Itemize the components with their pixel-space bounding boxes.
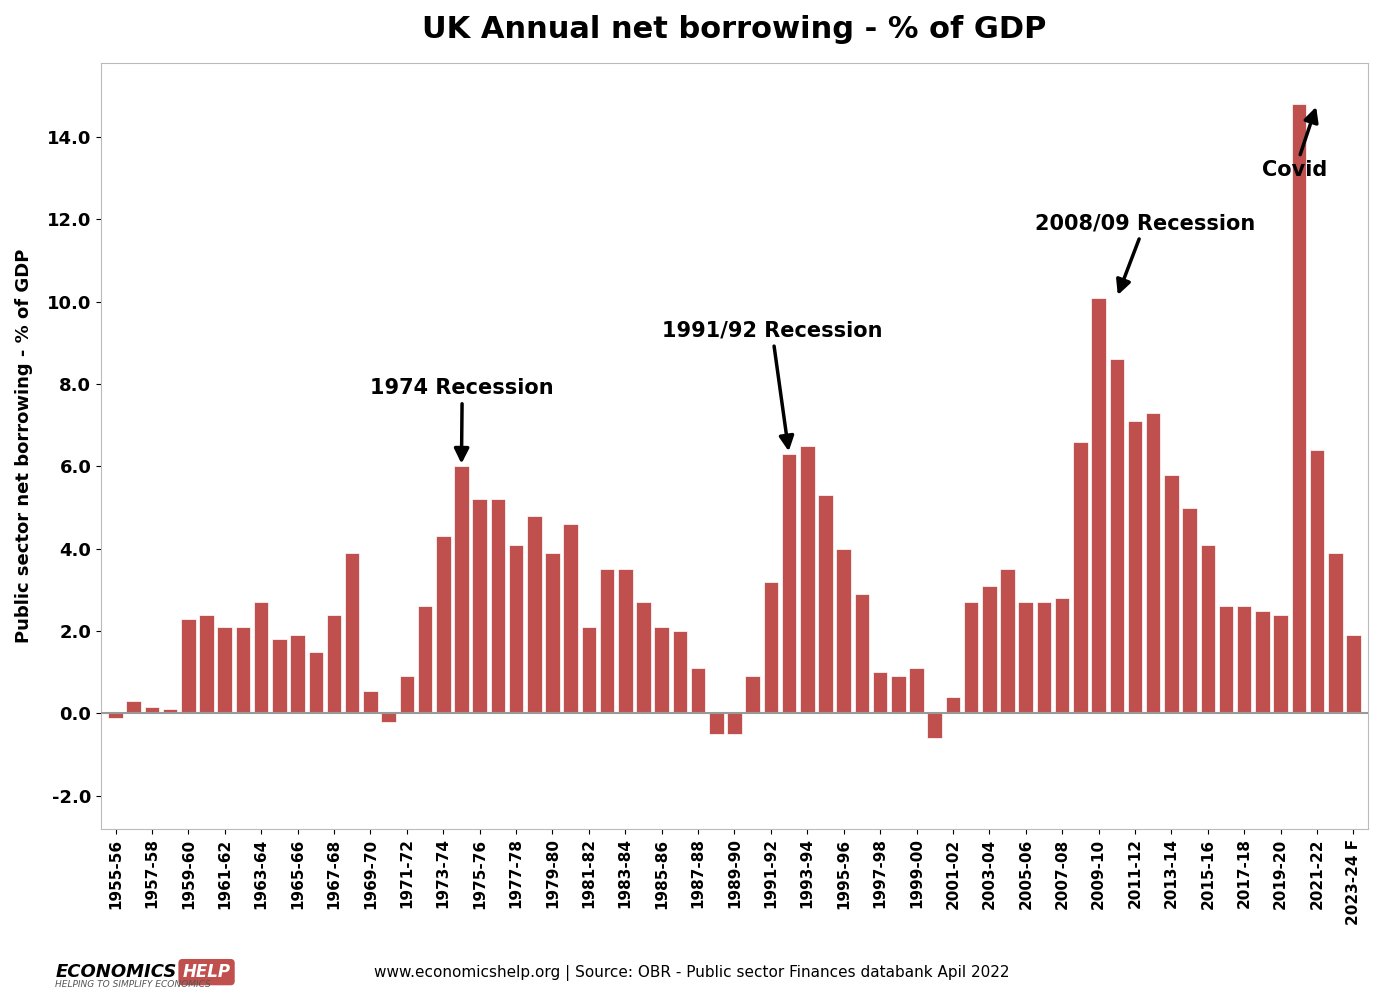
Bar: [163, 709, 177, 713]
Bar: [873, 673, 888, 713]
Bar: [418, 606, 433, 713]
Bar: [1073, 442, 1087, 713]
Bar: [509, 545, 523, 713]
Bar: [491, 499, 505, 713]
Text: www.economicshelp.org | Source: OBR - Public sector Finances databank Apil 2022: www.economicshelp.org | Source: OBR - Pu…: [373, 965, 1010, 981]
Bar: [1200, 545, 1216, 713]
Y-axis label: Public sector net borrowing - % of GDP: Public sector net borrowing - % of GDP: [15, 248, 33, 643]
Bar: [344, 553, 360, 713]
Bar: [436, 536, 451, 713]
Bar: [400, 676, 414, 713]
Bar: [891, 676, 906, 713]
Bar: [1182, 507, 1196, 713]
Text: HELP: HELP: [183, 963, 231, 981]
Bar: [1127, 421, 1142, 713]
Bar: [364, 690, 378, 713]
Bar: [1274, 614, 1288, 713]
Text: HELPING TO SIMPLIFY ECONOMICS: HELPING TO SIMPLIFY ECONOMICS: [55, 980, 212, 989]
Bar: [964, 602, 978, 713]
Bar: [1292, 104, 1306, 713]
Bar: [454, 467, 469, 713]
Bar: [563, 524, 578, 713]
Bar: [946, 697, 960, 713]
Bar: [1310, 450, 1325, 713]
Bar: [1218, 606, 1234, 713]
Bar: [928, 713, 942, 738]
Bar: [582, 627, 596, 713]
Bar: [1346, 635, 1361, 713]
Bar: [745, 676, 761, 713]
Bar: [108, 713, 123, 718]
Text: ECONOMICS: ECONOMICS: [55, 963, 177, 981]
Bar: [654, 627, 669, 713]
Bar: [1256, 610, 1270, 713]
Text: 1991/92 Recession: 1991/92 Recession: [661, 320, 882, 447]
Bar: [799, 446, 815, 713]
Bar: [672, 631, 687, 713]
Bar: [1037, 602, 1051, 713]
Bar: [235, 627, 250, 713]
Bar: [1328, 553, 1343, 713]
Bar: [1091, 298, 1106, 713]
Bar: [1109, 359, 1124, 713]
Bar: [855, 594, 869, 713]
Text: 1974 Recession: 1974 Recession: [371, 378, 555, 460]
Bar: [382, 713, 396, 722]
Bar: [181, 619, 195, 713]
Bar: [909, 669, 924, 713]
Bar: [326, 614, 342, 713]
Bar: [1055, 598, 1069, 713]
Bar: [690, 669, 705, 713]
Bar: [763, 582, 779, 713]
Text: 2008/09 Recession: 2008/09 Recession: [1034, 214, 1256, 292]
Bar: [473, 499, 487, 713]
Bar: [709, 713, 723, 734]
Bar: [308, 652, 324, 713]
Bar: [1000, 570, 1015, 713]
Bar: [527, 516, 542, 713]
Bar: [254, 602, 268, 713]
Bar: [145, 707, 159, 713]
Bar: [1018, 602, 1033, 713]
Bar: [1164, 475, 1178, 713]
Bar: [618, 570, 632, 713]
Bar: [727, 713, 741, 734]
Bar: [1236, 606, 1252, 713]
Bar: [600, 570, 614, 713]
Bar: [982, 585, 997, 713]
Bar: [290, 635, 304, 713]
Bar: [217, 627, 232, 713]
Text: Covid: Covid: [1263, 111, 1328, 180]
Bar: [272, 639, 286, 713]
Bar: [1147, 413, 1160, 713]
Bar: [819, 495, 833, 713]
Bar: [636, 602, 651, 713]
Title: UK Annual net borrowing - % of GDP: UK Annual net borrowing - % of GDP: [422, 15, 1047, 44]
Bar: [199, 614, 214, 713]
Bar: [781, 454, 797, 713]
Bar: [837, 549, 851, 713]
Bar: [545, 553, 560, 713]
Bar: [126, 701, 141, 713]
